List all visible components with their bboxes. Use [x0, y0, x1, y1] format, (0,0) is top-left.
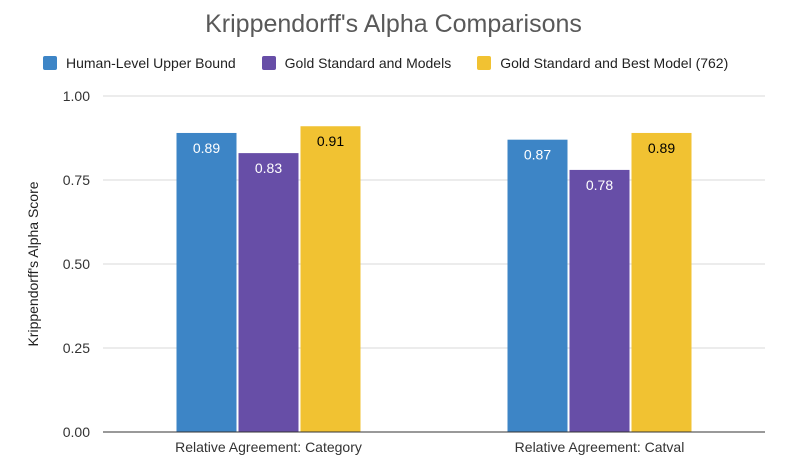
x-tick-label: Relative Agreement: Catval — [515, 439, 685, 455]
bar-value-label: 0.87 — [524, 147, 551, 163]
legend-swatch-gold-models — [261, 56, 276, 70]
legend-label-gold-models: Gold Standard and Models — [284, 55, 452, 71]
bar[interactable] — [176, 132, 237, 432]
legend: Human-Level Upper Bound Gold Standard an… — [43, 55, 754, 71]
y-tick-label: 0.75 — [63, 172, 90, 188]
bar[interactable] — [507, 139, 568, 432]
bar-value-label: 0.91 — [317, 133, 344, 149]
legend-item-gold-models[interactable]: Gold Standard and Models — [261, 55, 452, 71]
legend-item-human-level[interactable]: Human-Level Upper Bound — [43, 55, 236, 71]
legend-swatch-human-level — [43, 56, 57, 70]
bar-value-label: 0.83 — [255, 160, 282, 176]
chart-title: Krippendorff's Alpha Comparisons — [205, 10, 582, 38]
y-tick-label: 0.25 — [63, 340, 90, 356]
y-tick-label: 0.50 — [63, 256, 90, 272]
legend-swatch-gold-best — [477, 56, 492, 70]
legend-item-gold-best[interactable]: Gold Standard and Best Model (762) — [477, 55, 728, 71]
y-tick-label: 1.00 — [63, 88, 90, 104]
bar-value-label: 0.89 — [648, 140, 675, 156]
y-axis-title: Krippendorff's Alpha Score — [25, 181, 41, 346]
legend-label-human-level: Human-Level Upper Bound — [66, 55, 236, 71]
bar[interactable] — [238, 153, 299, 432]
legend-label-gold-best: Gold Standard and Best Model (762) — [500, 55, 729, 71]
bar-value-label: 0.89 — [193, 140, 220, 156]
bar[interactable] — [631, 132, 692, 432]
bar[interactable] — [569, 169, 630, 433]
bar[interactable] — [300, 126, 361, 433]
bar-value-label: 0.78 — [586, 177, 613, 193]
y-tick-label: 0.00 — [63, 424, 90, 440]
x-tick-label: Relative Agreement: Category — [175, 439, 362, 455]
